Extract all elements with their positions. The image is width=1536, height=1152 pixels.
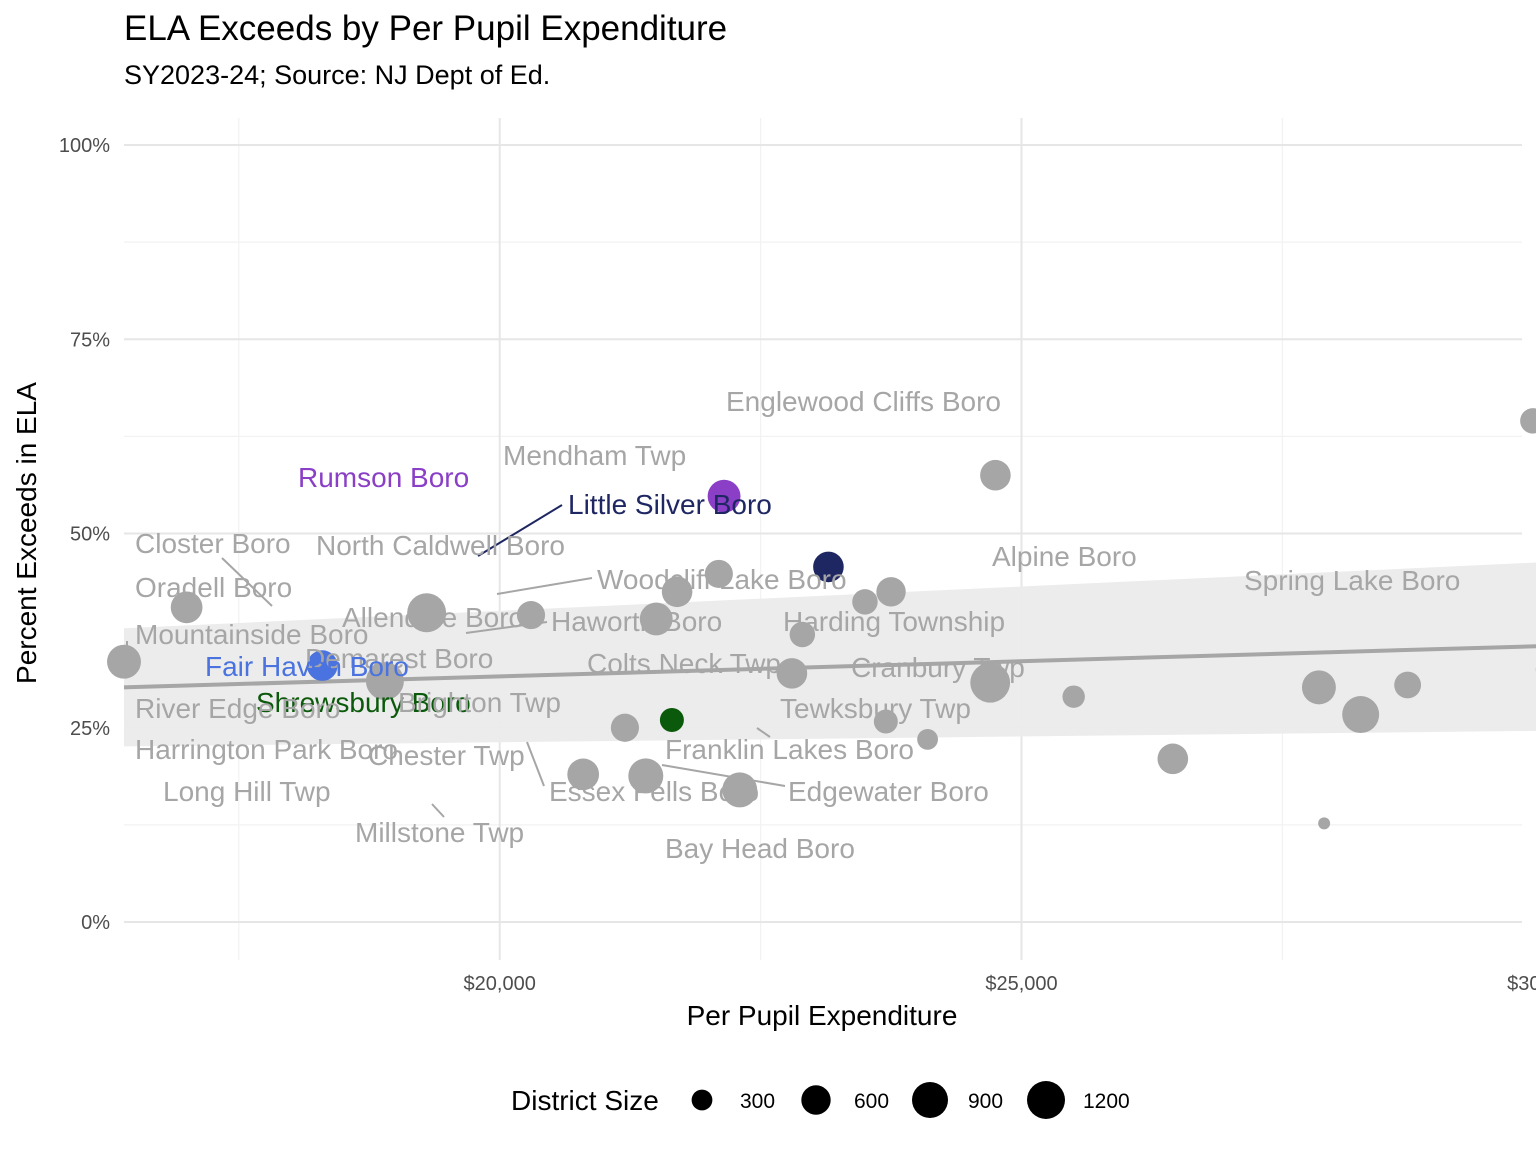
leader-lines-layer (126, 504, 786, 818)
leader-line (221, 557, 273, 607)
data-point (170, 591, 203, 624)
point-label-little-silver-boro: Little Silver Boro (568, 489, 772, 520)
point-label-cranbury-twp: Cranbury Twp (851, 652, 1025, 683)
legend-title: District Size (511, 1085, 659, 1116)
data-point (107, 644, 141, 679)
point-label-harding-township: Harding Township (783, 606, 1005, 637)
point-label-tewksbury-twp: Tewksbury Twp (780, 693, 971, 724)
chart-subtitle: SY2023-24; Source: NJ Dept of Ed. (124, 60, 550, 90)
x-tick-label: $25,000 (985, 973, 1057, 995)
point-label-franklin-lakes-boro: Franklin Lakes Boro (665, 734, 914, 765)
data-point (661, 576, 693, 608)
data-point (1318, 817, 1331, 830)
y-axis-title: Percent Exceeds in ELA (11, 382, 42, 684)
point-little-silver-boro (813, 551, 844, 583)
leader-line (477, 504, 563, 557)
legend-label-900: 900 (968, 1090, 1003, 1113)
data-point (567, 758, 600, 791)
point-label-north-caldwell-boro: North Caldwell Boro (316, 530, 565, 561)
leader-line (496, 577, 593, 595)
chart-title: ELA Exceeds by Per Pupil Expenditure (124, 9, 727, 48)
data-point (873, 709, 898, 734)
point-label-river-edge-boro: River Edge Boro (135, 693, 340, 724)
leader-line (526, 741, 545, 787)
point-shrewsbury-boro (659, 707, 684, 732)
confidence-band-layer (123, 562, 1536, 747)
y-tick-label: 0% (81, 912, 110, 934)
point-label-mountainside-boro: Mountainside Boro (135, 619, 368, 650)
point-label-woodcliff-lake-boro: Woodcliff Lake Boro (597, 564, 847, 595)
data-point (516, 601, 546, 630)
x-tick-label: $30,000 (1507, 973, 1536, 995)
point-fair-haven-boro (306, 650, 338, 681)
data-point (628, 758, 664, 794)
tick-labels-layer: $20,000$25,000$30,000$35,000$40,0000%25%… (59, 135, 1536, 995)
data-point (776, 658, 808, 689)
point-label-harrington-park-boro: Harrington Park Boro (135, 734, 398, 765)
data-point (1301, 670, 1336, 705)
point-label-bay-head-boro: Bay Head Boro (665, 833, 855, 864)
y-tick-label: 100% (59, 135, 110, 157)
point-label-oradell-boro: Oradell Boro (135, 572, 292, 603)
point-label-edgewater-boro: Edgewater Boro (788, 776, 989, 807)
point-rumson-boro (707, 479, 741, 513)
point-label-spring-lake-boro: Spring Lake Boro (1244, 565, 1460, 596)
legend-key-300 (691, 1089, 713, 1111)
data-point (1157, 743, 1189, 775)
point-label-millstone-twp: Millstone Twp (355, 817, 524, 848)
y-tick-label: 75% (70, 329, 110, 351)
leader-line (756, 727, 771, 738)
x-tick-label: $20,000 (464, 973, 536, 995)
point-label-shrewsbury-boro: Shrewsbury Boro (256, 687, 471, 718)
point-label-fair-haven-boro: Fair Haven Boro (205, 651, 409, 682)
data-point (1342, 696, 1380, 734)
point-label-brighton-twp: Brighton Twp (398, 687, 561, 718)
data-point (970, 662, 1011, 703)
data-point (1520, 408, 1536, 434)
y-tick-label: 25% (70, 718, 110, 740)
data-point (980, 459, 1011, 491)
point-label-alpine-boro: Alpine Boro (992, 541, 1137, 572)
point-label-haworth-boro: Haworth Boro (551, 606, 722, 637)
data-point (852, 589, 878, 615)
x-axis-title: Per Pupil Expenditure (687, 1000, 958, 1031)
size-legend: District Size 300 600 900 1200 (511, 1081, 1130, 1119)
data-point (1394, 671, 1422, 699)
legend-key-600 (801, 1085, 831, 1115)
data-point (1062, 685, 1085, 708)
point-label-long-hill-twp: Long Hill Twp (163, 776, 331, 807)
point-label-allendale-boro: Allendale Boro (342, 602, 524, 633)
point-label-rumson-boro: Rumson Boro (298, 462, 469, 493)
point-label-essex-fells-boro: Essex Fells Boro (549, 776, 759, 807)
data-point (365, 662, 404, 701)
point-labels-layer: Englewood Cliffs Boro Mendham Twp Rumson B… (135, 386, 1460, 864)
point-label-colts-neck-twp: Colts Neck Twp (587, 648, 781, 679)
trend-line (123, 644, 1536, 690)
data-point (722, 772, 758, 808)
data-point (917, 729, 938, 750)
legend-key-900 (912, 1082, 948, 1118)
legend-label-300: 300 (740, 1090, 775, 1113)
leader-line (465, 621, 548, 634)
data-point (639, 602, 673, 636)
data-point (704, 559, 733, 588)
data-point (876, 577, 906, 607)
legend-label-600: 600 (854, 1090, 889, 1113)
y-tick-label: 50% (70, 524, 110, 546)
point-label-chester-twp: Chester Twp (368, 740, 525, 771)
data-point (789, 621, 816, 648)
data-point (610, 713, 639, 742)
point-label-demarest-boro: Demarest Boro (305, 643, 493, 674)
confidence-band (124, 562, 1536, 747)
leader-line (661, 764, 786, 787)
point-label-mendham-twp: Mendham Twp (503, 440, 686, 471)
legend-key-1200 (1027, 1081, 1065, 1119)
legend-label-1200: 1200 (1083, 1090, 1130, 1113)
points-layer (107, 408, 1536, 830)
point-label-englewood-cliffs-boro: Englewood Cliffs Boro (726, 386, 1001, 417)
leader-line (431, 803, 445, 818)
data-point (407, 593, 447, 633)
point-label-closter-boro: Closter Boro (135, 528, 291, 559)
